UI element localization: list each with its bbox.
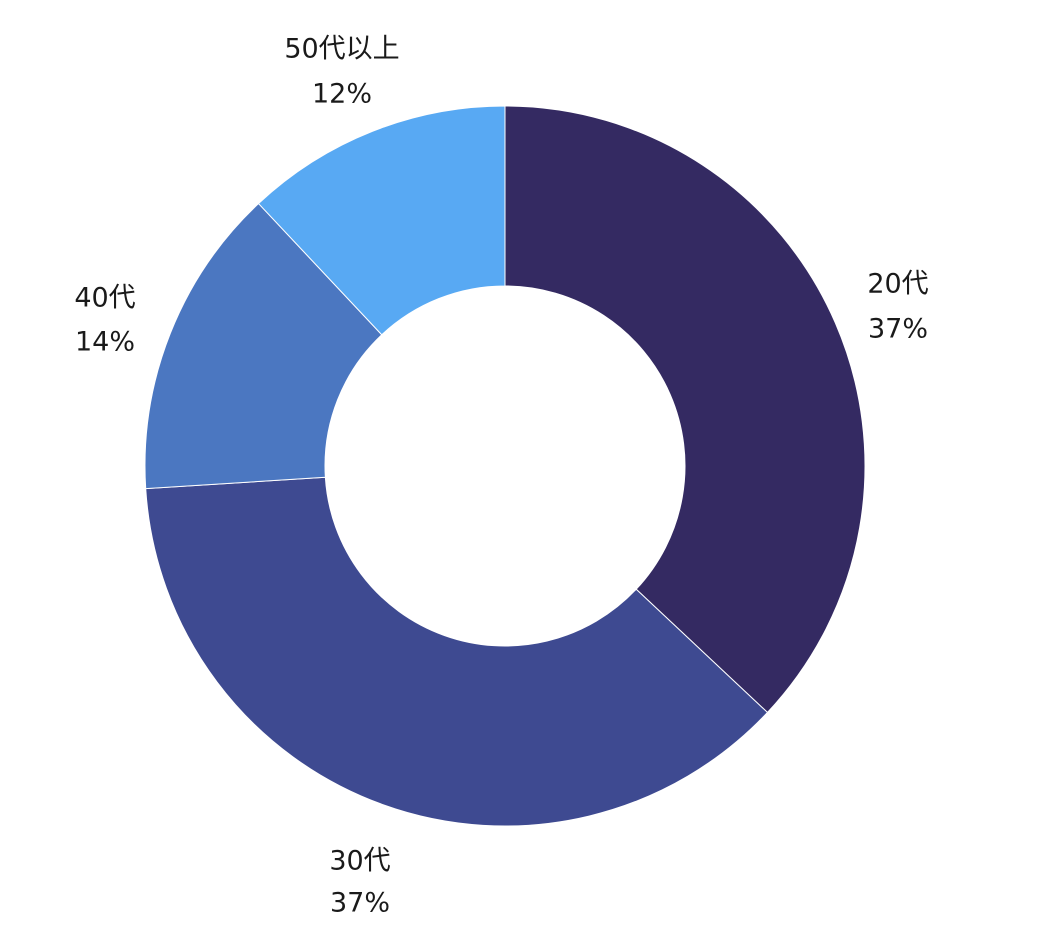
donut-slices — [144, 105, 866, 827]
slice-category-label: 20代 — [867, 269, 928, 300]
slice-category-label: 50代以上 — [284, 34, 399, 65]
slice-1 — [504, 105, 866, 714]
slice-value-label: 37% — [868, 314, 928, 345]
slice-value-label: 12% — [312, 79, 372, 110]
slice-category-label: 40代 — [74, 283, 135, 314]
slice-2 — [145, 476, 769, 827]
slice-value-label: 37% — [330, 888, 390, 919]
slice-value-label: 14% — [75, 327, 135, 358]
slice-category-label: 30代 — [329, 846, 390, 877]
slice-4 — [257, 105, 506, 336]
slice-labels: 20代 37% 30代 37% 40代 14% 50代以上 12% — [74, 34, 928, 919]
slice-3 — [144, 202, 383, 490]
